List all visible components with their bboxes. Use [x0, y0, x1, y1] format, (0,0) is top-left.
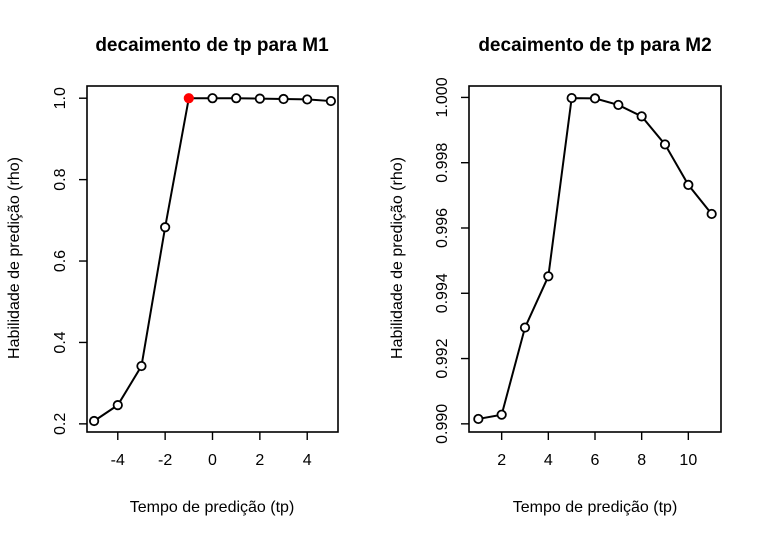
- y-tick-label: 0.2: [52, 413, 69, 435]
- x-tick-label: 0: [208, 452, 217, 469]
- plot-frame: [86, 85, 339, 433]
- series-line: [93, 97, 331, 422]
- y-axis-label: Habilidade de predição (rho): [6, 157, 23, 359]
- data-point: [496, 409, 507, 420]
- data-point: [473, 413, 484, 425]
- data-point: [325, 95, 336, 107]
- chart-title: decaimento de tp para M1: [95, 35, 329, 56]
- x-tick-label: 8: [637, 452, 646, 469]
- x-tick-label: 6: [591, 452, 600, 469]
- y-axis-label: Habilidade de predição (rho): [389, 157, 406, 359]
- data-point: [254, 93, 265, 104]
- data-point: [706, 208, 717, 220]
- y-tick-label: 0.998: [434, 143, 451, 183]
- data-point: [519, 322, 531, 333]
- data-point: [543, 271, 554, 282]
- data-point: [207, 93, 218, 104]
- data-point: [659, 139, 671, 150]
- data-point: [683, 179, 694, 191]
- data-point: [589, 93, 601, 104]
- data-point: [613, 99, 624, 111]
- y-tick-label: 0.8: [52, 168, 69, 190]
- x-tick-label: -2: [158, 452, 172, 469]
- x-tick-label: -4: [111, 452, 125, 469]
- data-point: [112, 400, 123, 411]
- x-tick-label: 4: [303, 452, 312, 469]
- y-tick-label: 0.4: [52, 331, 69, 353]
- y-tick-label: 1.0: [52, 87, 69, 109]
- data-point: [89, 415, 100, 427]
- panel-m1: decaimento de tp para M1 Tempo de prediç…: [6, 35, 339, 516]
- x-tick-label: 10: [679, 452, 697, 469]
- data-point: [231, 93, 242, 104]
- x-tick-label: 4: [544, 452, 553, 469]
- y-tick-label: 0.990: [434, 404, 451, 444]
- x-tick-label: 2: [255, 452, 264, 469]
- panel-m2: decaimento de tp para M2 Tempo de prediç…: [389, 35, 722, 516]
- data-point: [160, 222, 171, 233]
- y-tick-label: 0.996: [434, 208, 451, 248]
- highlight-point: [183, 93, 194, 104]
- y-tick-label: 0.992: [434, 338, 451, 378]
- series-line: [478, 97, 713, 420]
- chart-title: decaimento de tp para M2: [478, 35, 711, 56]
- data-point: [278, 93, 289, 105]
- data-point: [302, 94, 313, 105]
- data-point: [636, 111, 647, 122]
- y-tick-label: 0.6: [52, 250, 69, 272]
- y-tick-label: 1.000: [434, 77, 451, 117]
- data-point: [566, 92, 577, 104]
- x-tick-label: 2: [497, 452, 506, 469]
- x-axis-label: Tempo de predição (tp): [130, 499, 295, 516]
- plot-frame: [468, 85, 722, 433]
- x-axis-label: Tempo de predição (tp): [513, 499, 678, 516]
- y-tick-label: 0.994: [434, 273, 451, 313]
- data-point: [136, 360, 147, 372]
